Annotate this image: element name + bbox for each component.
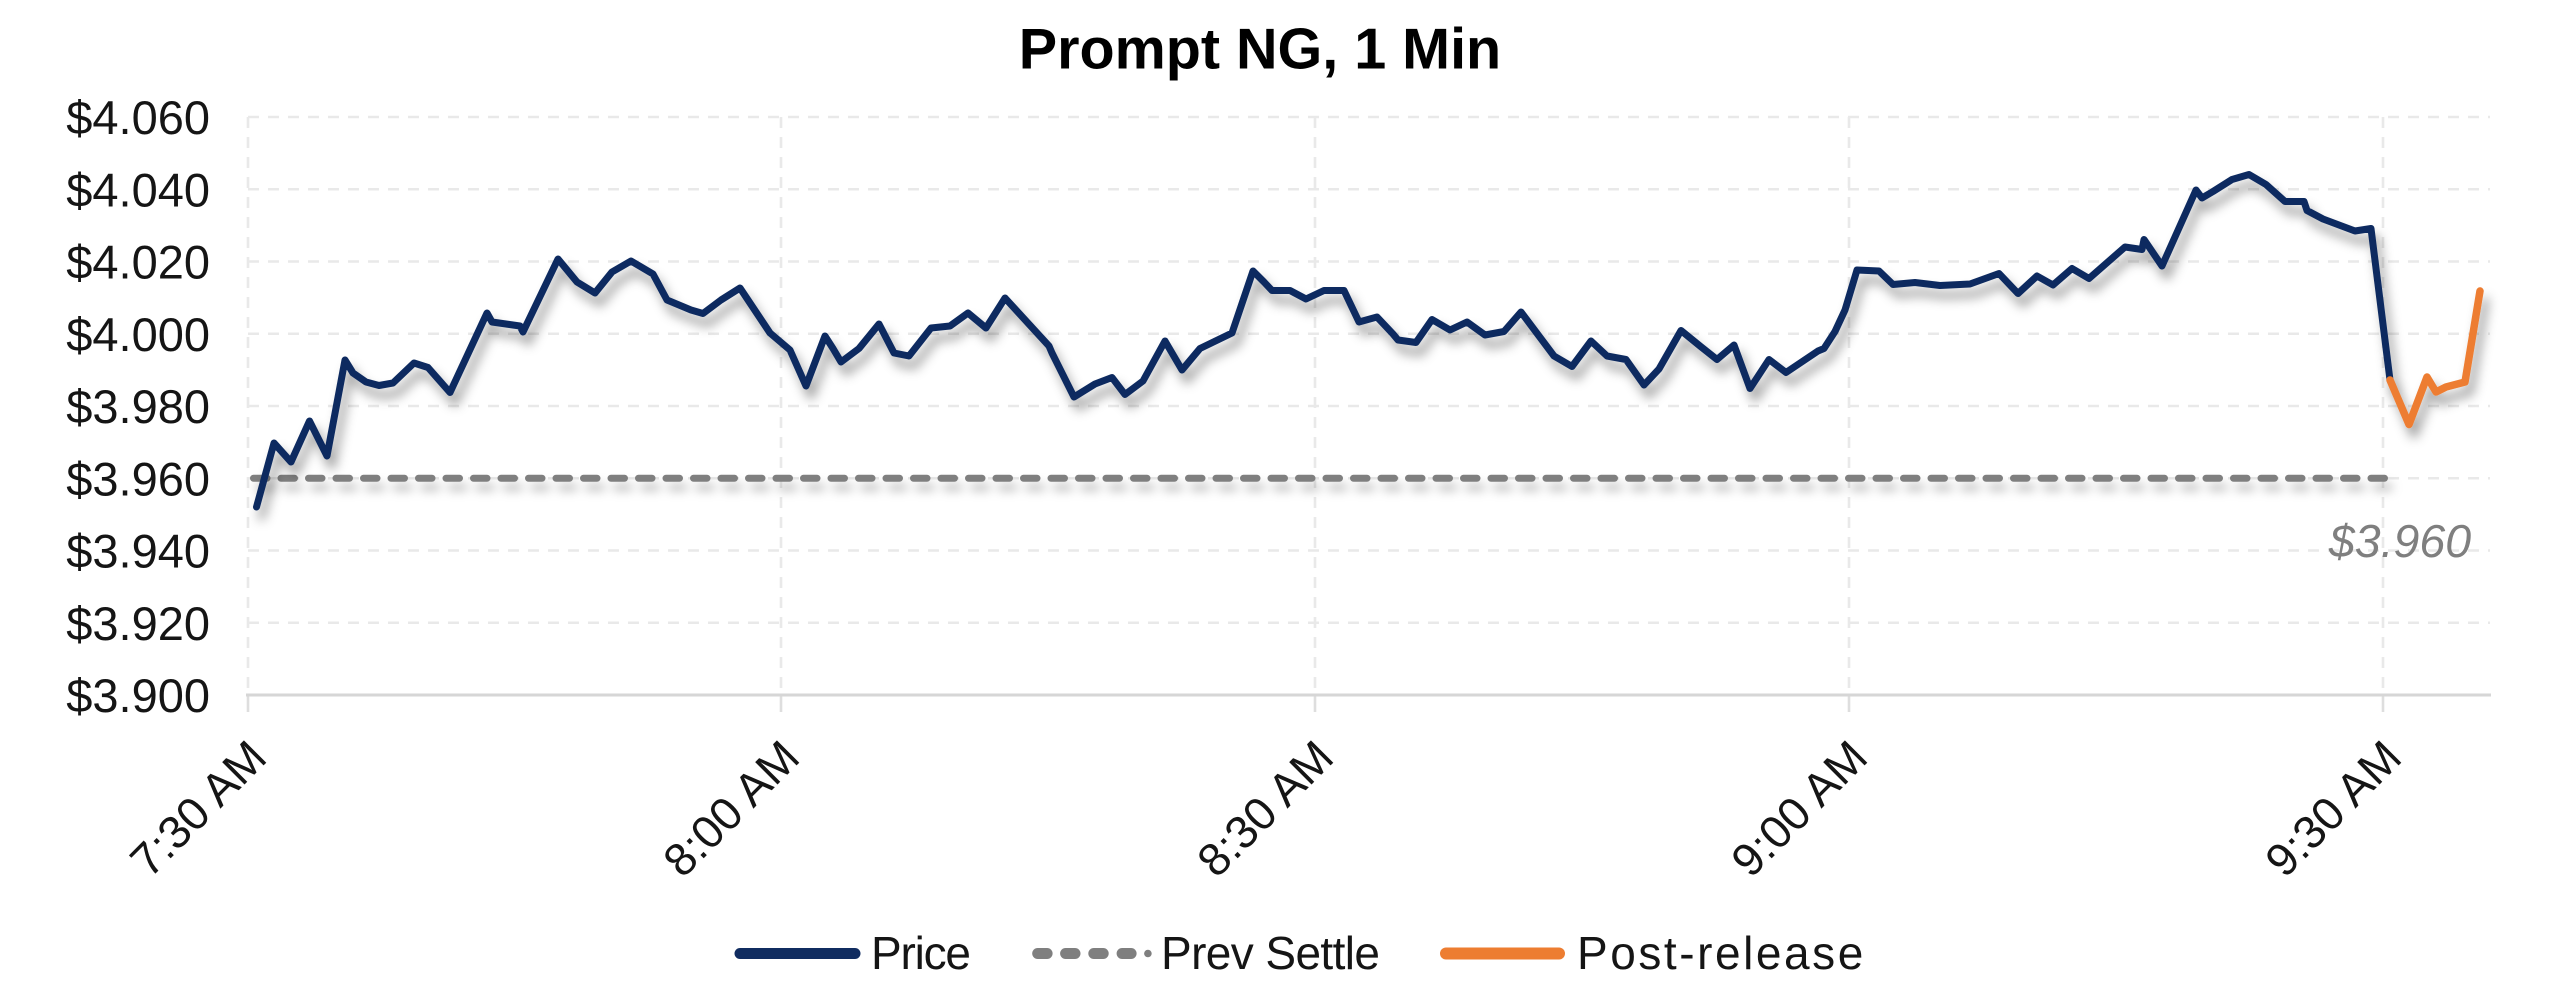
svg-text:$3.920: $3.920 [66, 597, 210, 650]
svg-text:$3.960: $3.960 [66, 452, 210, 505]
svg-text:Post-release: Post-release [1577, 927, 1866, 979]
svg-text:$4.000: $4.000 [66, 308, 210, 361]
svg-text:$3.960: $3.960 [2328, 515, 2471, 567]
svg-text:$4.040: $4.040 [66, 163, 210, 216]
svg-text:Prompt NG, 1 Min: Prompt NG, 1 Min [1019, 18, 1501, 82]
svg-text:$3.900: $3.900 [66, 669, 210, 722]
svg-text:Prev Settle: Prev Settle [1161, 927, 1379, 979]
svg-text:$4.020: $4.020 [66, 236, 210, 289]
svg-text:$4.060: $4.060 [66, 91, 210, 144]
svg-text:Price: Price [871, 927, 970, 979]
svg-text:$3.980: $3.980 [66, 380, 210, 433]
svg-text:$3.940: $3.940 [66, 525, 210, 578]
